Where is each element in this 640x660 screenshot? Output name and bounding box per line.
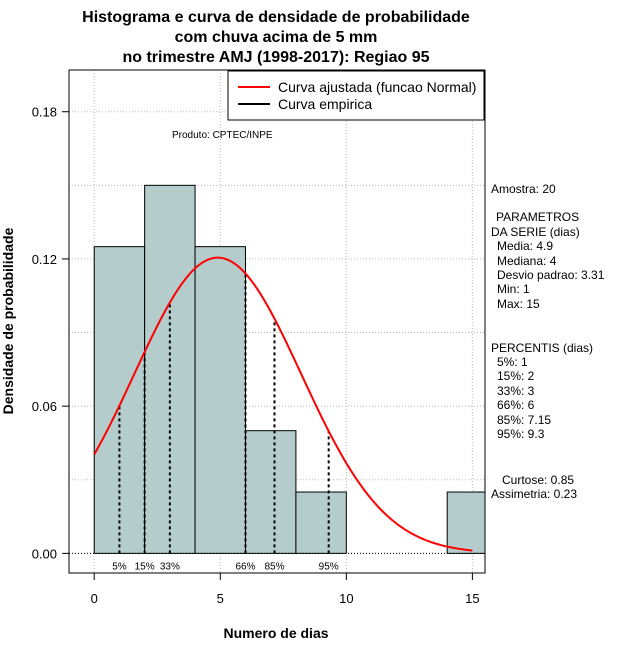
- legend-label-empirical: Curva empirica: [278, 96, 372, 112]
- statistics-panel: Amostra: 20 PARAMETROS DA SERIE (dias) M…: [491, 182, 605, 501]
- x-tick-label: 15: [465, 591, 479, 606]
- percentil-5: 5%: 1: [497, 355, 528, 369]
- y-tick-label: 0.00: [32, 546, 57, 561]
- y-tick-label: 0.18: [32, 105, 57, 120]
- params-title-2: DA SERIE (dias): [491, 225, 580, 239]
- histogram-bars: [69, 184, 486, 554]
- percentile-lines: 5% 15% 33% 66% 85% 95%: [112, 273, 339, 572]
- percentile-label: 95%: [319, 561, 339, 572]
- percentil-33: 33%: 3: [497, 384, 535, 398]
- percentile-label: 85%: [264, 561, 284, 572]
- legend-box: [227, 70, 485, 121]
- percentis-title: PERCENTIS (dias): [491, 341, 593, 355]
- chart-title-line-1: Histograma e curva de densidade de proba…: [82, 9, 470, 26]
- assimetria: Assimetria: 0.23: [491, 487, 577, 501]
- percentil-85: 85%: 7.15: [497, 413, 551, 427]
- normal-fit-curve: [93, 256, 473, 552]
- y-tick-label: 0.12: [32, 252, 57, 267]
- param-desvio: Desvio padrao: 3.31: [497, 268, 605, 282]
- y-tick-label: 0.06: [32, 399, 57, 414]
- param-min: Min: 1: [497, 282, 530, 296]
- histogram-bar: [194, 246, 246, 554]
- percentile-label: 5%: [112, 561, 127, 572]
- params-title-1: PARAMETROS: [496, 210, 579, 224]
- legend-label-fit: Curva ajustada (funcao Normal): [278, 79, 476, 95]
- chart-title-line-3: no trimestre AMJ (1998-2017): Regiao 95: [122, 49, 429, 66]
- percentile-label: 33%: [160, 561, 180, 572]
- param-media: Media: 4.9: [497, 239, 553, 253]
- legend: Curva ajustada (funcao Normal) Curva emp…: [227, 70, 485, 121]
- percentil-95: 95%: 9.3: [497, 427, 545, 441]
- histogram-bar: [446, 491, 486, 554]
- percentil-66: 66%: 6: [497, 398, 535, 412]
- x-tick-label: 10: [339, 591, 353, 606]
- param-mediana: Mediana: 4: [497, 254, 557, 268]
- y-axis: 0.00 0.06 0.12 0.18: [32, 105, 70, 561]
- curtose: Curtose: 0.85: [502, 473, 574, 487]
- chart-title-line-2: com chuva acima de 5 mm: [175, 29, 378, 46]
- x-tick-label: 5: [217, 591, 224, 606]
- normal-fit-line: [93, 256, 473, 552]
- histogram-bar: [93, 246, 146, 554]
- x-axis-label: Numero de dias: [223, 625, 328, 641]
- percentile-label: 66%: [235, 561, 255, 572]
- param-max: Max: 15: [497, 297, 540, 311]
- histogram-bar: [295, 491, 347, 554]
- sample-size: Amostra: 20: [491, 182, 556, 196]
- x-axis: 0 5 10 15: [91, 572, 480, 606]
- x-tick-label: 0: [91, 591, 98, 606]
- product-label: Produto: CPTEC/INPE: [172, 130, 273, 141]
- y-axis-label: Densidade de probabilidade: [0, 227, 16, 414]
- histogram-bar: [244, 430, 297, 554]
- percentil-15: 15%: 2: [497, 369, 535, 383]
- percentile-label: 15%: [135, 561, 155, 572]
